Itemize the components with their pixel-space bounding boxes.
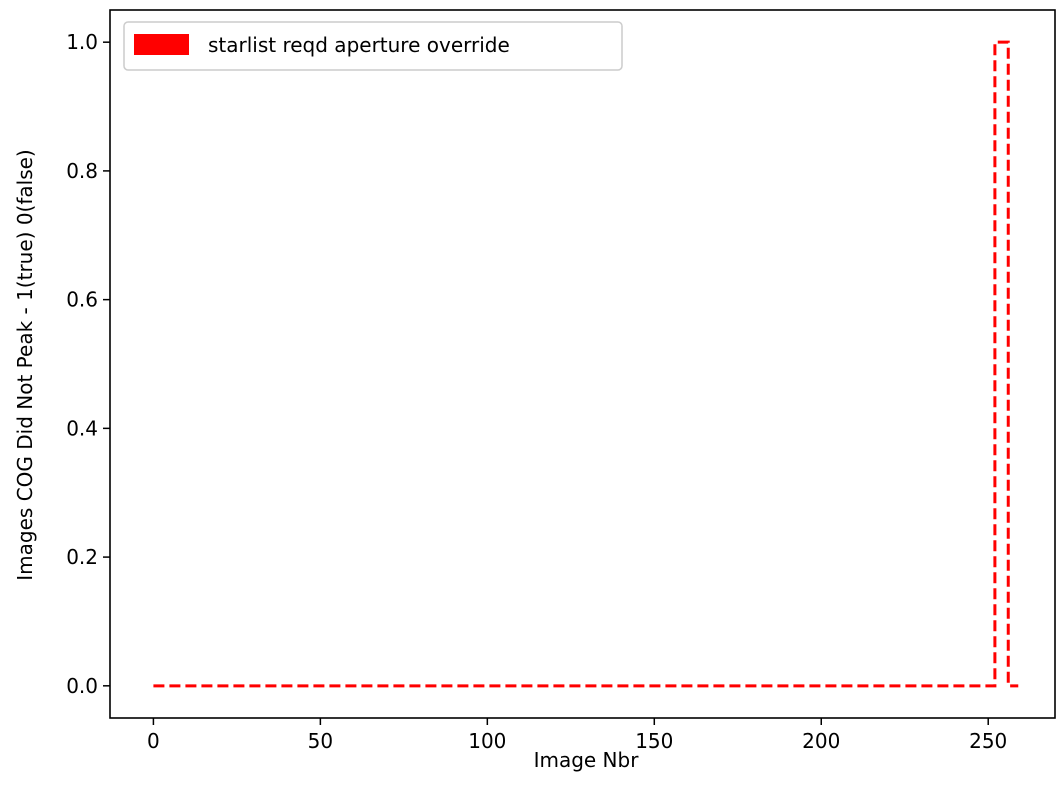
y-tick-label: 0.0 bbox=[66, 674, 98, 698]
y-axis: 0.0 0.2 0.4 0.6 0.8 1.0 bbox=[66, 30, 110, 698]
legend-label: starlist reqd aperture override bbox=[208, 33, 510, 57]
y-tick-label: 0.8 bbox=[66, 159, 98, 183]
y-tick-label: 0.4 bbox=[66, 416, 98, 440]
y-tick-label: 0.2 bbox=[66, 545, 98, 569]
x-tick-label: 100 bbox=[468, 729, 506, 753]
x-tick-label: 50 bbox=[308, 729, 333, 753]
y-axis-label: Images COG Did Not Peak - 1(true) 0(fals… bbox=[13, 149, 37, 580]
x-axis: 0 50 100 150 200 250 bbox=[147, 718, 1007, 753]
x-axis-label: Image Nbr bbox=[534, 748, 640, 772]
x-tick-label: 250 bbox=[969, 729, 1007, 753]
legend-swatch bbox=[134, 34, 189, 55]
legend-frame bbox=[123, 21, 623, 71]
x-tick-label: 0 bbox=[147, 729, 160, 753]
y-tick-label: 1.0 bbox=[66, 30, 98, 54]
series-line bbox=[153, 40, 1019, 688]
legend: starlist reqd aperture override bbox=[123, 21, 623, 71]
plot-area-background bbox=[110, 10, 1055, 718]
y-tick-label: 0.6 bbox=[66, 288, 98, 312]
x-tick-label: 150 bbox=[635, 729, 673, 753]
series-layer bbox=[153, 40, 1019, 688]
plot-frame bbox=[109, 9, 1056, 719]
x-tick-label: 200 bbox=[802, 729, 840, 753]
